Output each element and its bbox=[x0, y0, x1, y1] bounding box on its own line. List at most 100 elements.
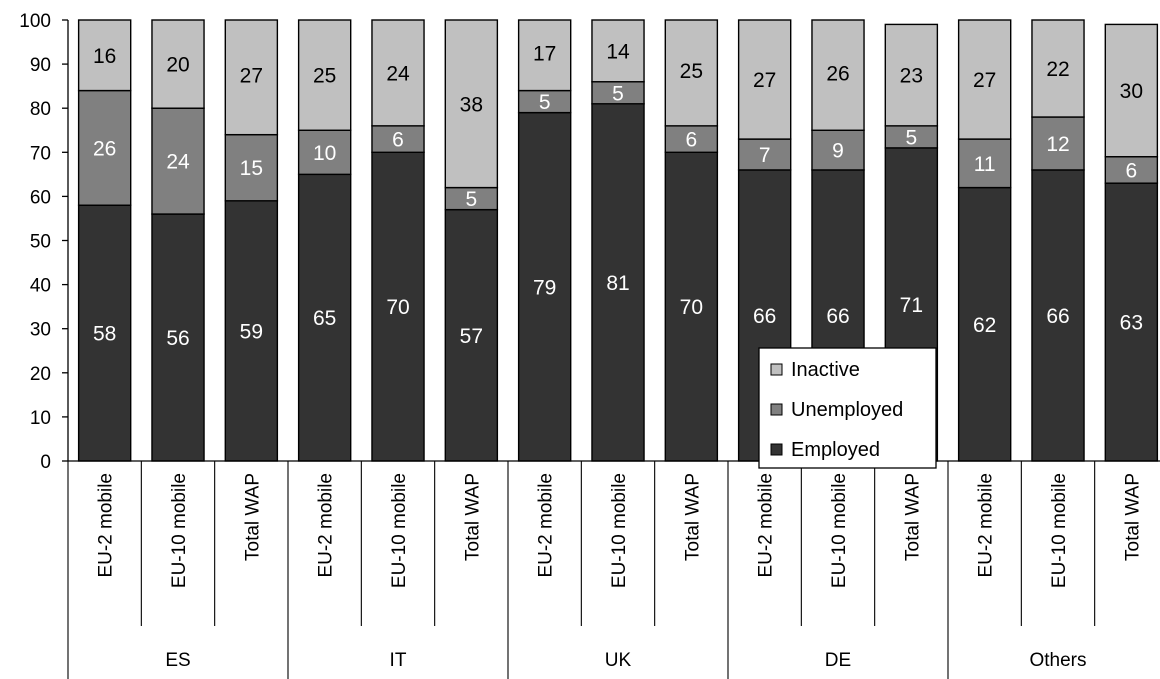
x-category-label: Total WAP bbox=[902, 473, 923, 561]
bar-segment-employed bbox=[591, 103, 645, 462]
bar-segment-inactive bbox=[664, 19, 719, 127]
data-label-employed: 65 bbox=[313, 307, 336, 330]
bar-segment-employed bbox=[1031, 169, 1085, 462]
bar-segment-employed bbox=[151, 213, 205, 462]
data-label-inactive: 22 bbox=[1046, 58, 1069, 81]
x-category-label: EU-2 mobile bbox=[316, 473, 337, 578]
bar-segment-unemployed bbox=[1104, 156, 1159, 184]
x-category-label: Total WAP bbox=[242, 473, 263, 561]
legend: Inactive Unemployed Employed bbox=[758, 347, 937, 469]
x-category-label: EU-2 mobile bbox=[756, 473, 777, 578]
data-label-inactive: 27 bbox=[240, 65, 263, 88]
y-tick-label: 100 bbox=[19, 11, 51, 32]
data-label-unemployed: 5 bbox=[539, 91, 551, 114]
y-tick-label: 90 bbox=[30, 55, 51, 76]
x-category-label: EU-10 mobile bbox=[1049, 473, 1070, 588]
bar-segment-unemployed bbox=[77, 89, 132, 206]
data-label-employed: 70 bbox=[386, 296, 409, 319]
y-tick-label: 10 bbox=[30, 408, 51, 429]
legend-swatch-employed bbox=[770, 443, 783, 456]
y-tick-label: 50 bbox=[30, 232, 51, 253]
data-label-employed: 59 bbox=[240, 320, 263, 343]
bar-segment-employed bbox=[77, 204, 132, 462]
data-label-employed: 71 bbox=[900, 294, 923, 317]
x-group-label: ES bbox=[165, 650, 190, 671]
data-label-employed: 66 bbox=[1046, 305, 1069, 328]
y-tick-label: 80 bbox=[30, 99, 51, 120]
data-label-inactive: 27 bbox=[973, 69, 996, 92]
data-label-unemployed: 6 bbox=[685, 129, 697, 152]
data-label-inactive: 26 bbox=[826, 62, 849, 85]
bar-segment-inactive bbox=[884, 23, 939, 127]
y-tick-label: 20 bbox=[30, 364, 51, 385]
bar-segment-inactive bbox=[224, 19, 279, 136]
bar-segment-employed bbox=[444, 208, 499, 462]
x-category-label: EU-10 mobile bbox=[609, 473, 630, 588]
data-label-unemployed: 9 bbox=[832, 140, 844, 163]
data-label-unemployed: 6 bbox=[1125, 159, 1137, 182]
data-label-unemployed: 11 bbox=[974, 153, 996, 176]
data-label-inactive: 25 bbox=[680, 60, 703, 83]
bar-segment-inactive bbox=[957, 19, 1012, 140]
data-label-inactive: 38 bbox=[460, 93, 483, 116]
legend-swatch-inactive bbox=[770, 363, 783, 376]
x-category-label: Total WAP bbox=[462, 473, 483, 561]
legend-box bbox=[758, 347, 937, 469]
x-group-label: IT bbox=[390, 650, 407, 671]
bar-segment-unemployed bbox=[224, 133, 279, 202]
bar-segment-unemployed bbox=[1031, 116, 1085, 171]
x-category-label: EU-10 mobile bbox=[389, 473, 410, 588]
data-label-employed: 66 bbox=[826, 305, 849, 328]
bar-segment-employed bbox=[517, 111, 572, 462]
data-label-inactive: 27 bbox=[753, 69, 776, 92]
data-label-unemployed: 7 bbox=[759, 144, 771, 167]
bar-segment-unemployed bbox=[151, 107, 205, 215]
data-label-unemployed: 5 bbox=[465, 188, 477, 211]
bar-segment-inactive bbox=[77, 19, 132, 92]
y-tick-label: 0 bbox=[40, 452, 51, 473]
x-group-label: DE bbox=[825, 650, 851, 671]
data-label-inactive: 20 bbox=[166, 54, 189, 77]
bar-segment-inactive bbox=[811, 19, 865, 131]
x-category-label: EU-2 mobile bbox=[536, 473, 557, 578]
data-label-inactive: 17 bbox=[533, 43, 556, 66]
x-group-label: Others bbox=[1029, 650, 1086, 671]
data-label-inactive: 25 bbox=[313, 65, 336, 88]
data-label-inactive: 30 bbox=[1120, 80, 1143, 103]
data-label-employed: 63 bbox=[1120, 312, 1143, 335]
bar-segment-unemployed bbox=[811, 129, 865, 171]
bar-segment-inactive bbox=[1104, 23, 1159, 158]
data-label-inactive: 23 bbox=[900, 65, 923, 88]
bar-segment-inactive bbox=[371, 19, 425, 127]
bar-segment-inactive bbox=[1031, 19, 1085, 118]
data-label-unemployed: 5 bbox=[905, 126, 917, 149]
data-label-employed: 56 bbox=[166, 327, 189, 350]
bar-segment-inactive bbox=[591, 19, 645, 83]
data-label-employed: 79 bbox=[533, 276, 556, 299]
data-label-employed: 66 bbox=[753, 305, 776, 328]
bar-segment-inactive bbox=[297, 19, 352, 131]
bar-segment-inactive bbox=[737, 19, 792, 140]
bar-segment-employed bbox=[664, 151, 719, 462]
x-category-label: Total WAP bbox=[1122, 473, 1143, 561]
data-label-inactive: 16 bbox=[93, 45, 116, 68]
x-category-label: EU-2 mobile bbox=[976, 473, 997, 578]
data-label-unemployed: 6 bbox=[392, 129, 404, 152]
data-label-employed: 70 bbox=[680, 296, 703, 319]
y-tick-label: 30 bbox=[30, 320, 51, 341]
x-group-label: UK bbox=[605, 650, 632, 671]
data-label-inactive: 24 bbox=[386, 62, 410, 85]
x-category-label: Total WAP bbox=[682, 473, 703, 561]
data-label-unemployed: 5 bbox=[612, 82, 624, 105]
bar-segment-inactive bbox=[517, 19, 572, 92]
data-labels-layer: 5826165624205915276510257062457538795178… bbox=[93, 40, 1143, 350]
x-category-label: EU-10 mobile bbox=[169, 473, 190, 588]
legend-swatch-unemployed bbox=[770, 403, 783, 416]
data-label-unemployed: 15 bbox=[240, 157, 263, 180]
bar-segment-employed bbox=[297, 173, 352, 462]
legend-label-inactive: Inactive bbox=[791, 359, 860, 381]
y-tick-label: 40 bbox=[30, 276, 51, 297]
bar-segment-inactive bbox=[444, 19, 499, 189]
legend-label-employed: Employed bbox=[791, 439, 880, 461]
